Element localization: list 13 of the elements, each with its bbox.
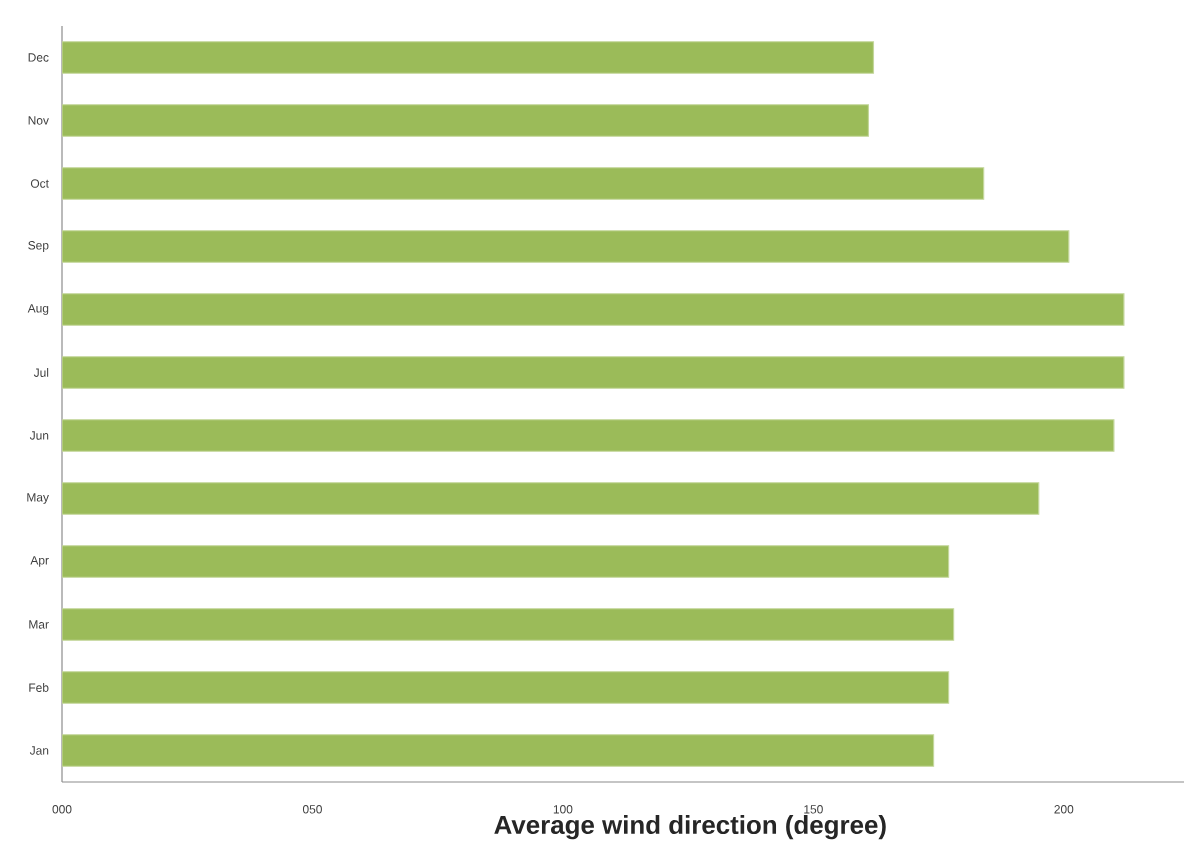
bar [62, 104, 870, 137]
bar [62, 608, 955, 641]
bar [62, 41, 875, 74]
bar [62, 671, 950, 704]
bar [62, 734, 935, 767]
bar [62, 167, 985, 200]
bar [62, 356, 1125, 389]
x-axis-title: Average wind direction (degree) [494, 815, 886, 840]
bar [62, 230, 1070, 263]
bar [62, 419, 1115, 452]
bar [62, 545, 950, 578]
bar [62, 293, 1125, 326]
bar [62, 482, 1040, 515]
